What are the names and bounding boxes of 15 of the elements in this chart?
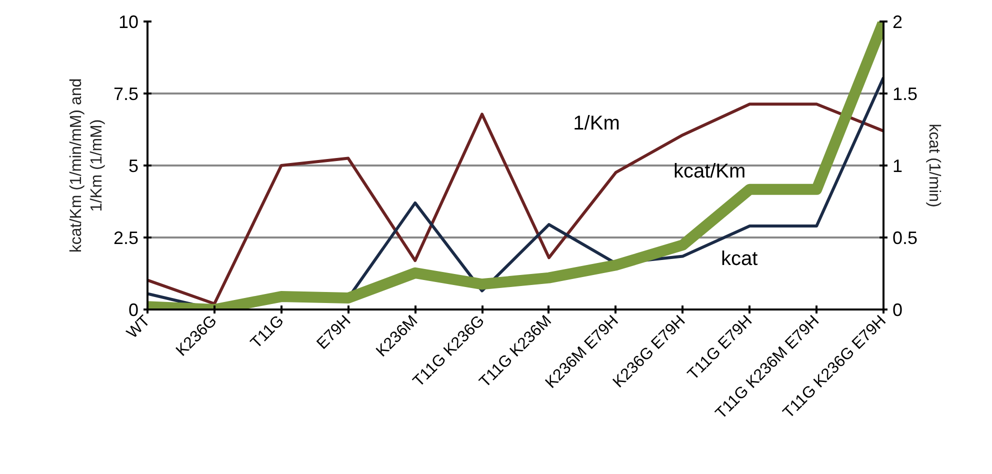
y2-tick-label: 1.5 <box>892 84 918 104</box>
y2-tick-label: 2 <box>892 12 903 32</box>
y2-axis-title: kcat (1/min) <box>926 124 943 208</box>
y2-tick-label: 0 <box>892 300 903 320</box>
series-label: 1/Km <box>573 112 620 134</box>
y-axis-title: kcat/Km (1/min/mM) and 1/Km (1/mM) <box>68 78 106 253</box>
y-tick-label: 7.5 <box>113 84 139 104</box>
series-label: kcat <box>721 248 758 270</box>
y-tick-label: 0 <box>128 300 139 320</box>
series-label: kcat/Km <box>673 160 746 182</box>
y-tick-label: 10 <box>118 12 139 32</box>
y-tick-label: 2.5 <box>113 228 139 248</box>
y2-tick-label: 1 <box>892 156 903 176</box>
y2-tick-label: 0.5 <box>892 228 918 248</box>
y-tick-label: 5 <box>128 156 139 176</box>
